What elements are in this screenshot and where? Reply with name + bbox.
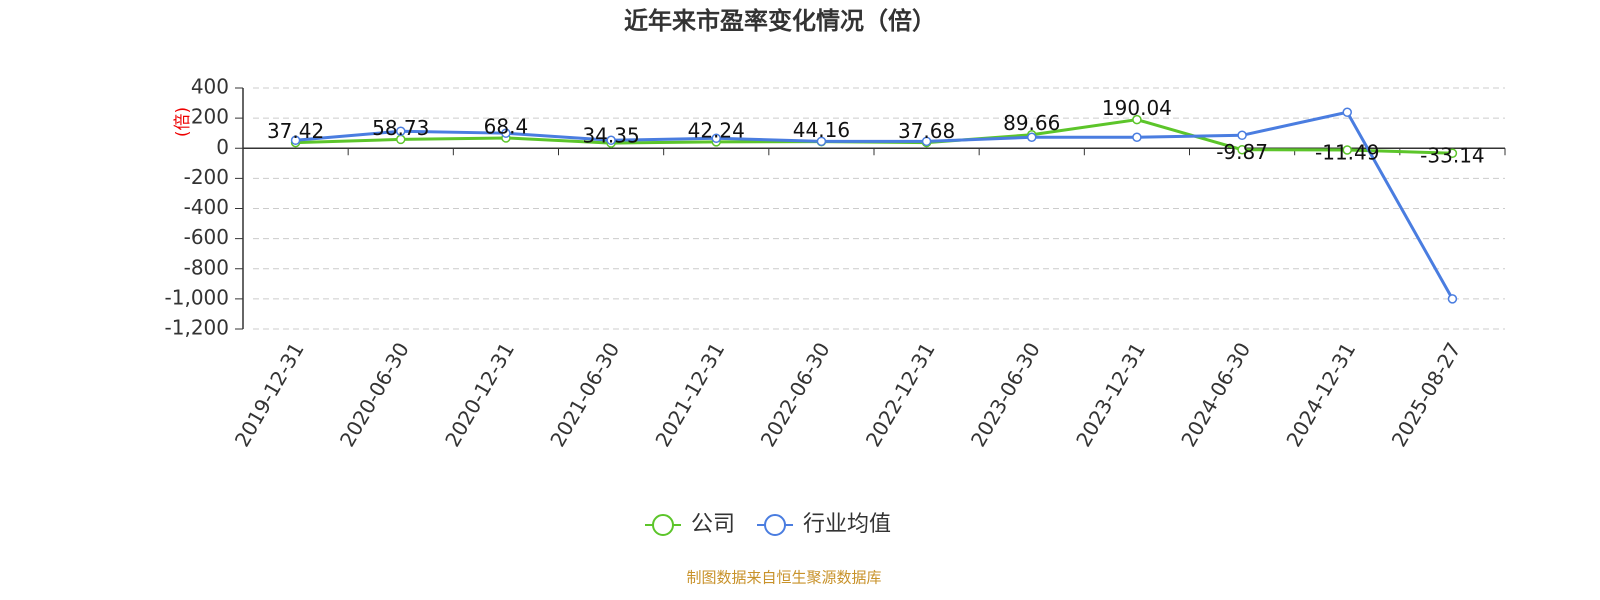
legend-marker — [764, 514, 787, 536]
y-tick-label: -1,000 — [165, 285, 229, 309]
x-tick-label: 2024-06-30 — [1176, 338, 1255, 451]
x-tick-label: 2023-12-31 — [1071, 338, 1150, 451]
data-point — [606, 135, 616, 146]
data-point — [290, 135, 301, 146]
data-point — [816, 136, 827, 147]
y-tick-label: 0 — [216, 135, 229, 159]
source-note: 制图数据来自恒生聚源数据库 — [686, 569, 881, 587]
legend-label: 行业均值 — [803, 512, 891, 537]
x-tick-label: 2019-12-31 — [230, 338, 309, 451]
data-point — [1132, 132, 1142, 143]
x-tick-label: 2024-12-31 — [1281, 338, 1360, 451]
data-label: 37.68 — [898, 119, 955, 143]
series-line — [295, 110, 1454, 300]
data-label: 190.04 — [1102, 96, 1172, 120]
x-tick-label: 2020-06-30 — [335, 338, 414, 451]
chart-title: 近年来市盈率变化情况（倍） — [624, 7, 936, 35]
x-tick-label: 2021-06-30 — [545, 338, 624, 451]
data-label: 37.42 — [267, 119, 324, 143]
legend-marker — [652, 514, 674, 536]
data-point — [1027, 132, 1037, 143]
data-point — [1132, 114, 1142, 125]
data-point — [1447, 148, 1458, 158]
data-point — [1237, 130, 1247, 141]
y-tick-label: 400 — [191, 75, 229, 99]
y-tick-label: -800 — [184, 255, 229, 279]
x-tick-label: 2023-06-30 — [966, 338, 1045, 451]
y-tick-label: -200 — [184, 165, 229, 189]
data-point — [711, 133, 721, 144]
data-point — [501, 128, 511, 138]
data-label: -9.87 — [1216, 140, 1268, 164]
y-tick-label: 200 — [191, 105, 229, 129]
data-label: -11.49 — [1315, 140, 1379, 164]
data-point — [921, 136, 932, 147]
data-point — [1237, 144, 1247, 155]
data-label: 89.66 — [1003, 111, 1060, 135]
x-tick-label: 2025-08-27 — [1387, 338, 1466, 451]
data-point — [1342, 107, 1352, 118]
x-tick-label: 2022-06-30 — [756, 338, 835, 451]
data-label: 34.35 — [582, 124, 639, 148]
data-point — [1342, 145, 1352, 155]
y-tick-label: -400 — [184, 195, 229, 219]
legend-label: 公司 — [691, 512, 735, 537]
data-label: -33.14 — [1420, 144, 1484, 168]
data-label: 58.73 — [372, 116, 429, 140]
y-axis-label: (倍) — [173, 107, 193, 137]
x-tick-label: 2022-12-31 — [861, 338, 940, 451]
x-tick-label: 2020-12-31 — [440, 338, 519, 451]
data-point — [1447, 294, 1458, 304]
y-tick-label: -600 — [184, 225, 229, 249]
y-tick-label: -1,200 — [165, 316, 229, 340]
data-label: 68.4 — [484, 114, 529, 138]
data-label: 42.24 — [688, 118, 745, 142]
data-point — [396, 126, 406, 136]
x-tick-label: 2021-12-31 — [650, 338, 729, 451]
data-label: 44.16 — [793, 118, 850, 142]
